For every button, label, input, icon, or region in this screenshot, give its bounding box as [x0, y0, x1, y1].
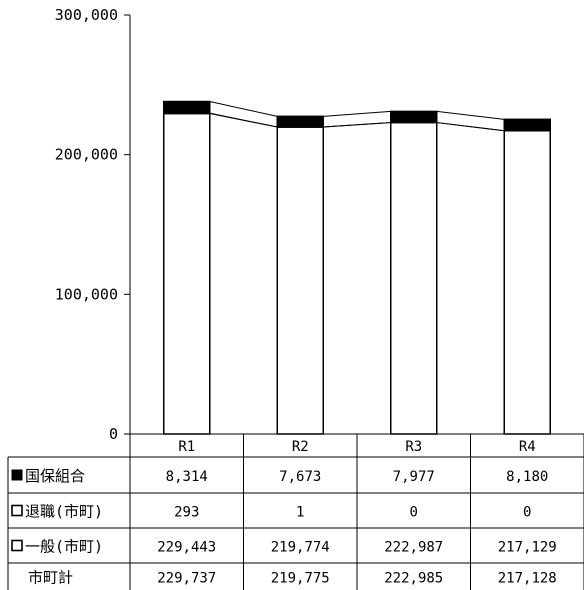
category-label: R3 [405, 439, 422, 455]
data-label: 0 [523, 505, 531, 521]
bar-segment [503, 129, 551, 435]
data-label: 8,314 [166, 469, 208, 485]
legend-swatch [11, 539, 23, 552]
data-label: 8,180 [506, 469, 548, 485]
series-line [323, 122, 391, 128]
plot-area: 300,000 200,000 100,000 0 [55, 6, 584, 443]
data-label: 1 [296, 505, 304, 521]
y-tick-label: 300,000 [55, 6, 118, 24]
legend-label: 一般(市町) [25, 538, 103, 556]
legend-label: 退職(市町) [25, 503, 103, 521]
bar-segment [276, 115, 324, 128]
bar-segment [390, 110, 438, 124]
data-table: R1 R2 R3 R4 国保組合 8,314 7,673 7,977 8,180 退職(市町) 29… [7, 434, 584, 590]
data-label: 229,443 [157, 540, 216, 556]
total-row-label: 市町計 [28, 569, 73, 587]
series-line [323, 110, 391, 117]
series-line [436, 110, 505, 120]
total-label: 217,128 [498, 571, 557, 587]
data-label: 7,977 [393, 469, 435, 485]
series-line [209, 101, 278, 117]
data-label: 222,987 [384, 540, 443, 556]
data-label: 217,129 [498, 540, 557, 556]
y-tick-label: 0 [109, 425, 118, 443]
data-label: 219,774 [271, 540, 330, 556]
series-line [436, 122, 505, 132]
bar-segment [163, 100, 211, 114]
total-label: 219,775 [271, 571, 330, 587]
category-label: R2 [292, 439, 309, 455]
series-line [209, 113, 278, 128]
data-label: 7,673 [279, 469, 321, 485]
data-label: 0 [410, 505, 418, 521]
bar-segment [390, 121, 438, 435]
bar-segment [276, 126, 324, 435]
bar-segment [163, 112, 211, 435]
y-tick-label: 200,000 [55, 146, 118, 164]
total-label: 222,985 [384, 571, 443, 587]
legend-label: 国保組合 [25, 467, 85, 485]
category-label: R1 [178, 439, 195, 455]
data-label: 293 [174, 505, 199, 521]
legend-swatch [11, 469, 23, 481]
legend-swatch [11, 504, 23, 517]
bar-segment [503, 118, 551, 132]
category-label: R4 [519, 439, 536, 455]
y-tick-label: 100,000 [55, 285, 118, 303]
total-label: 229,737 [157, 571, 216, 587]
